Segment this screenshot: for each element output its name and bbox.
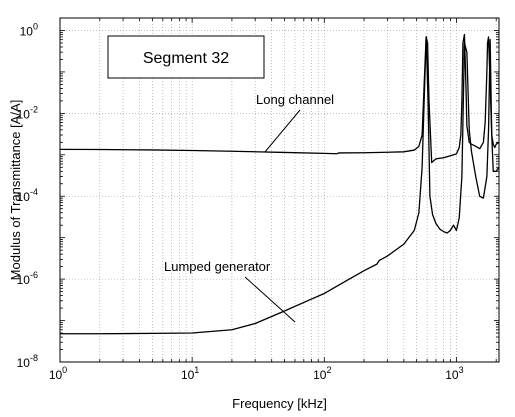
x-tick-label: 103 [445, 365, 463, 382]
y-tick-label: 10-2 [17, 104, 38, 121]
plot-frame [59, 17, 500, 363]
annotations: Segment 32 Long channel Lumped generator [107, 35, 334, 323]
long-channel-line [59, 33, 500, 164]
y-tick-label: 100 [20, 21, 38, 38]
x-tick-label: 102 [313, 365, 331, 382]
y-tick-label: 10-6 [17, 270, 38, 287]
segment-label: Segment 32 [143, 50, 229, 67]
long-channel-label: Long channel [256, 92, 334, 107]
segment-box [107, 35, 265, 79]
x-tick-label: 100 [49, 365, 67, 382]
y-tick-label: 10-8 [17, 353, 38, 370]
x-tick-label: 101 [181, 365, 199, 382]
lumped-generator-line [60, 36, 500, 335]
long-channel-pointer [264, 109, 301, 153]
x-axis-label: Frequency [kHz] [232, 396, 327, 411]
axis-ticks: 100 101 102 103 100 10-2 10-4 10-6 10-8 [17, 17, 499, 382]
lumped-generator-label: Lumped generator [164, 259, 271, 274]
lumped-generator-pointer [244, 276, 296, 323]
grid-lines [60, 18, 499, 362]
series-layer [59, 33, 500, 335]
y-tick-label: 10-4 [17, 187, 38, 204]
y-axis-label: Modulus of Transmittance [A/A] [8, 100, 23, 281]
